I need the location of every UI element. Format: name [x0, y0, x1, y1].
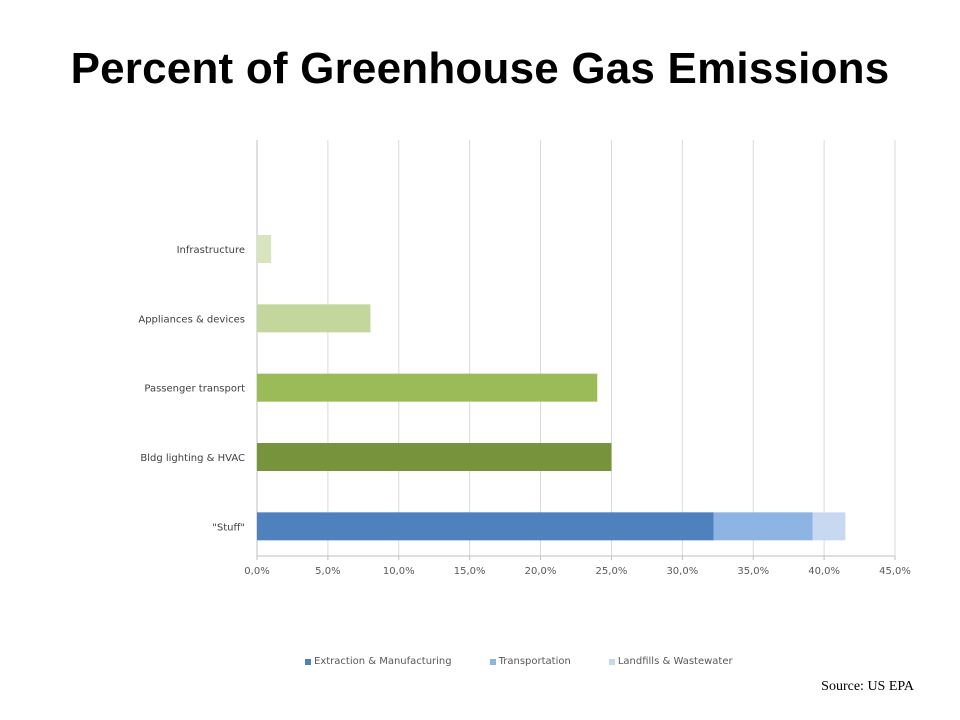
bar-segment	[713, 512, 813, 541]
legend-item: Landfills & Wastewater	[608, 656, 733, 667]
bar	[257, 235, 272, 263]
tick-label: 25,0%	[596, 566, 628, 577]
gridlines	[256, 140, 896, 560]
category-labels: "Stuff" Bldg lighting & HVAC Passenger tra…	[138, 245, 245, 533]
tick-label: 15,0%	[454, 566, 486, 577]
legend-label: Landfills & Wastewater	[617, 656, 733, 667]
bar	[257, 373, 598, 402]
tick-label: 0,0%	[244, 566, 269, 577]
tick-label: 5,0%	[315, 566, 340, 577]
bar-segment	[257, 512, 714, 541]
tick-labels: 0,0% 5,0% 10,0% 15,0% 20,0% 25,0% 30,0% 35,0% 40…	[244, 566, 911, 577]
legend: Extraction & Manufacturing Transportation…	[305, 656, 733, 667]
legend-label: Extraction & Manufacturing	[314, 656, 452, 667]
legend-swatch	[608, 658, 615, 665]
tick-label: 20,0%	[525, 566, 557, 577]
category-label: Infrastructure	[177, 245, 245, 256]
tick-label: 30,0%	[666, 566, 698, 577]
bar	[257, 304, 371, 333]
legend-swatch	[489, 658, 496, 665]
bar-chart: "Stuff" Bldg lighting & HVAC Passenger tra…	[138, 140, 911, 577]
legend-item: Transportation	[489, 656, 571, 667]
tick-label: 45,0%	[879, 566, 911, 577]
category-label: Passenger transport	[144, 384, 245, 395]
bars	[257, 235, 846, 541]
bar	[257, 443, 612, 471]
tick-label: 10,0%	[383, 566, 415, 577]
category-label: "Stuff"	[212, 522, 245, 533]
tick-label: 40,0%	[808, 566, 840, 577]
chart-title: Percent of Greenhouse Gas Emissions	[70, 44, 890, 93]
category-label: Appliances & devices	[138, 314, 245, 325]
tick-label: 35,0%	[737, 566, 769, 577]
legend-swatch	[305, 658, 311, 665]
category-label: Bldg lighting & HVAC	[140, 453, 245, 464]
legend-item: Extraction & Manufacturing	[305, 656, 452, 667]
legend-label: Transportation	[498, 656, 571, 667]
source-note: Source: US EPA	[821, 679, 914, 694]
bar-segment	[812, 512, 846, 541]
